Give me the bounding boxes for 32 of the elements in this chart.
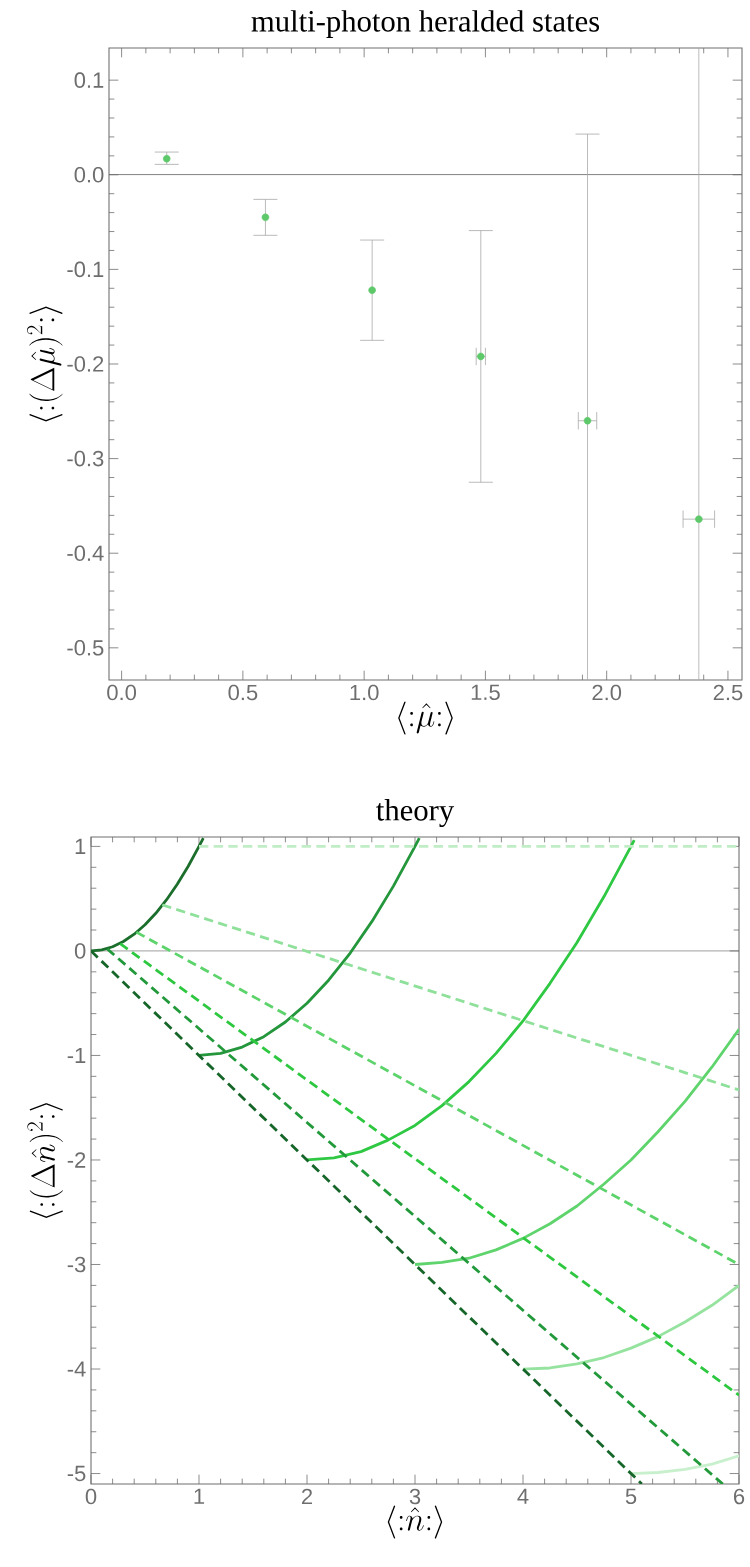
y-tick-label: 1 bbox=[75, 838, 86, 854]
y-tick-label: -0.5 bbox=[67, 640, 104, 656]
x-tick-label: 6 bbox=[733, 1488, 745, 1505]
x-tick-label: 0.5 bbox=[228, 684, 258, 701]
y-tick-label: -1 bbox=[67, 1047, 86, 1064]
y-axis-title: $\langle{:}(\Delta\hat{\mu})^2{:}\rangle$ bbox=[27, 306, 63, 422]
y-tick-label: -0.3 bbox=[67, 450, 104, 467]
y-tick-label: -2 bbox=[67, 1152, 86, 1168]
x-tick-label: 1 bbox=[194, 1488, 205, 1504]
x-tick-label: 1.5 bbox=[471, 684, 500, 701]
x-axis-title: $\langle{:}\hat{n}{:}\rangle$ bbox=[387, 1505, 443, 1539]
x-tick-label: 4 bbox=[517, 1488, 529, 1504]
y-axis-title: $\langle{:}(\Delta\hat{n})^2{:}\rangle$ bbox=[27, 1103, 63, 1218]
y-tick-label: -4 bbox=[67, 1361, 86, 1377]
x-tick-label: 0.0 bbox=[107, 684, 137, 701]
y-tick-label: -5 bbox=[67, 1465, 86, 1482]
y-tick-label: -0.4 bbox=[67, 545, 104, 561]
x-tick-label: 2 bbox=[301, 1488, 313, 1505]
x-tick-label: 2.0 bbox=[592, 684, 622, 701]
x-tick-label: 5 bbox=[625, 1488, 637, 1505]
y-tick-label: 0 bbox=[74, 943, 86, 959]
y-tick-label: -3 bbox=[67, 1256, 86, 1273]
y-tick-label: -0.1 bbox=[67, 261, 104, 278]
y-tick-label: 0.0 bbox=[74, 166, 104, 183]
x-tick-label: 1.0 bbox=[350, 684, 379, 701]
x-tick-label: 3 bbox=[409, 1488, 421, 1505]
chart-title: multi-photon heralded states bbox=[251, 10, 600, 38]
chart-title: theory bbox=[376, 799, 455, 827]
y-tick-label: -0.2 bbox=[67, 356, 104, 372]
y-tick-label: 0.1 bbox=[74, 72, 104, 88]
x-tick-label: 2.5 bbox=[713, 684, 743, 701]
x-axis-title: $\langle{:}\hat{\mu}{:}\rangle$ bbox=[398, 701, 453, 735]
